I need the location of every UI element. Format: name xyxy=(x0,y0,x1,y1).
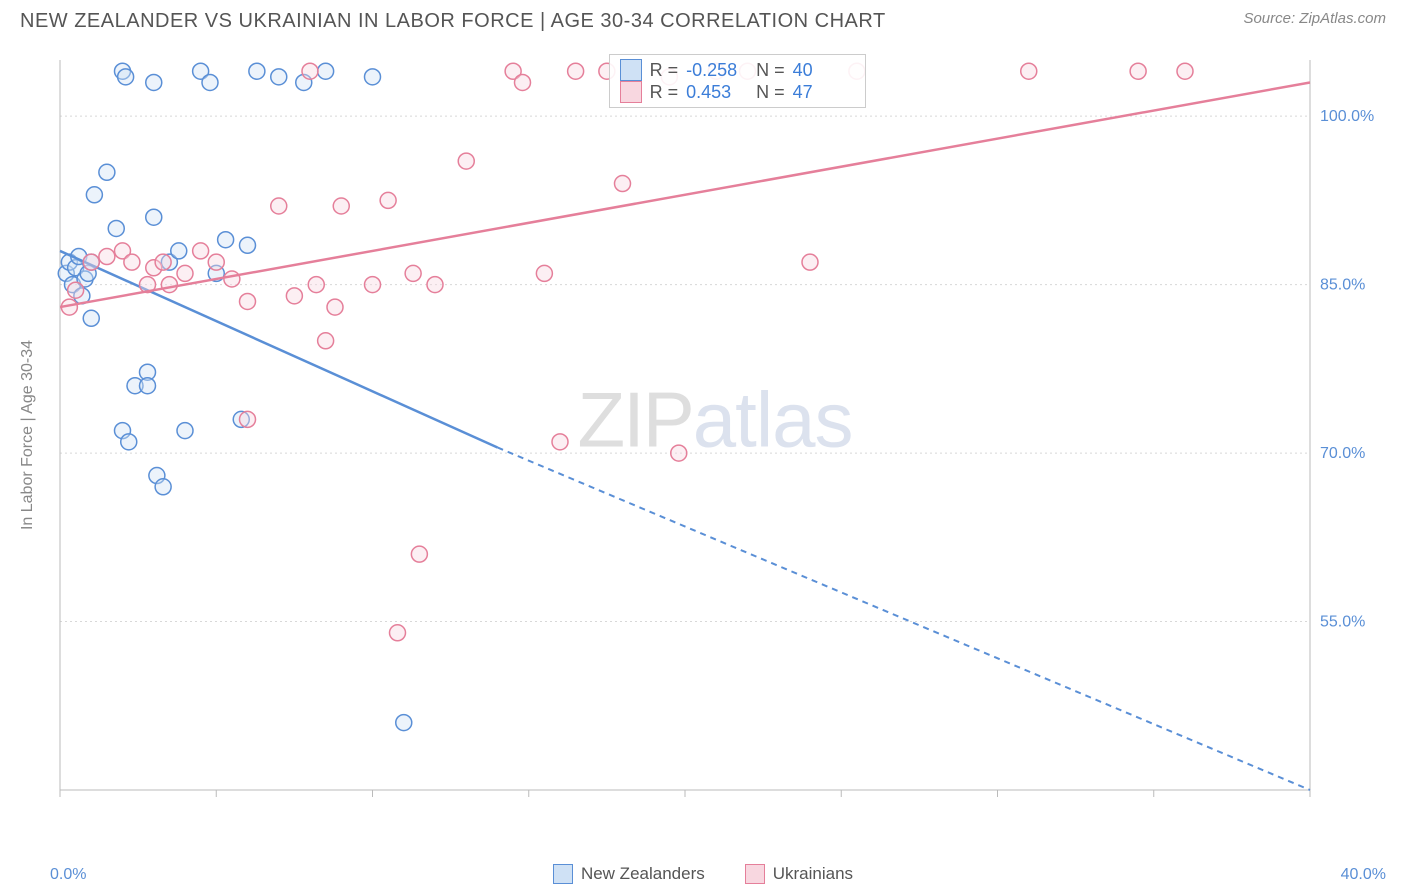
n-value: 40 xyxy=(793,60,855,81)
chart-title: NEW ZEALANDER VS UKRAINIAN IN LABOR FORC… xyxy=(20,10,886,33)
legend-swatch xyxy=(553,864,573,884)
legend-label: Ukrainians xyxy=(773,864,853,884)
legend-item: Ukrainians xyxy=(745,864,853,884)
r-label: R = xyxy=(650,60,679,81)
r-label: R = xyxy=(650,82,679,103)
n-label: N = xyxy=(756,60,785,81)
legend-swatch xyxy=(745,864,765,884)
n-value: 47 xyxy=(793,82,855,103)
legend-label: New Zealanders xyxy=(581,864,705,884)
svg-text:55.0%: 55.0% xyxy=(1320,614,1365,631)
legend-swatch xyxy=(620,81,642,103)
series-legend: New Zealanders Ukrainians xyxy=(0,864,1406,884)
r-value: -0.258 xyxy=(686,60,748,81)
legend-item: New Zealanders xyxy=(553,864,705,884)
chart-source: Source: ZipAtlas.com xyxy=(1243,10,1386,27)
correlation-legend-row: R = -0.258 N = 40 xyxy=(620,59,855,81)
correlation-legend: R = -0.258 N = 40 R = 0.453 N = 47 xyxy=(609,54,866,108)
correlation-legend-row: R = 0.453 N = 47 xyxy=(620,81,855,103)
r-value: 0.453 xyxy=(686,82,748,103)
legend-swatch xyxy=(620,59,642,81)
svg-text:85.0%: 85.0% xyxy=(1320,277,1365,294)
scatter-plot: 55.0% 70.0% 85.0% 100.0% xyxy=(50,50,1380,820)
n-label: N = xyxy=(756,82,785,103)
chart-area: In Labor Force | Age 30-34 55.0%70.0%85.… xyxy=(50,50,1380,820)
svg-text:100.0%: 100.0% xyxy=(1320,108,1374,125)
y-axis-label: In Labor Force | Age 30-34 xyxy=(19,340,37,530)
svg-text:70.0%: 70.0% xyxy=(1320,445,1365,462)
chart-header: NEW ZEALANDER VS UKRAINIAN IN LABOR FORC… xyxy=(0,0,1406,33)
